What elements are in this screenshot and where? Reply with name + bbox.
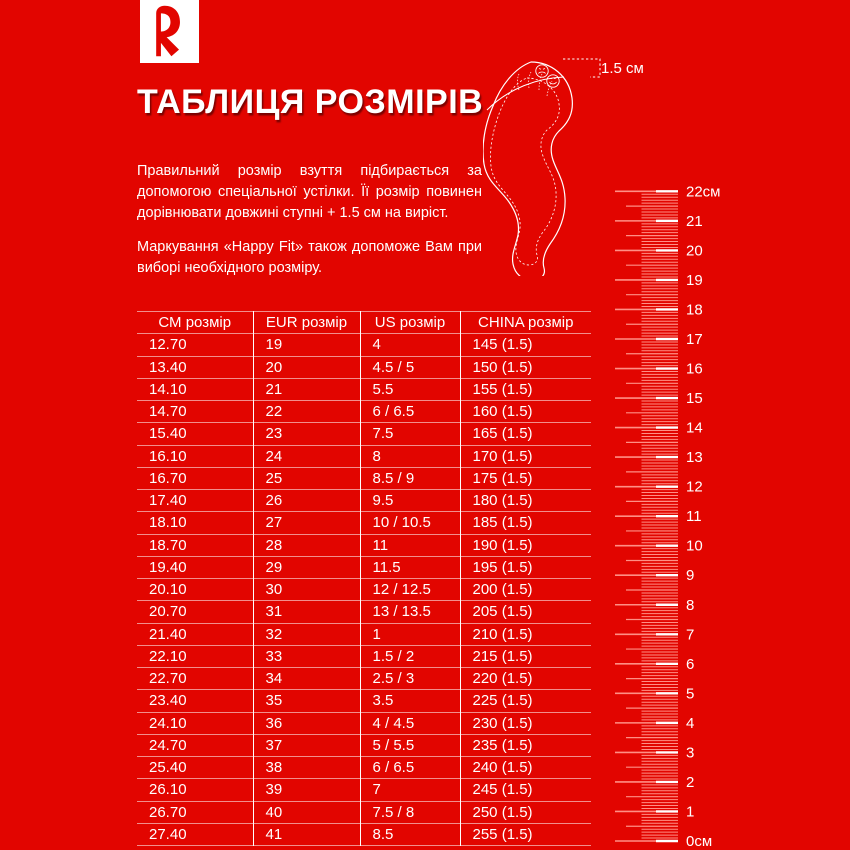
svg-text:6: 6 bbox=[686, 656, 694, 673]
svg-text:3: 3 bbox=[686, 744, 694, 761]
svg-text:7: 7 bbox=[686, 626, 694, 643]
svg-text:15: 15 bbox=[686, 390, 703, 407]
svg-text:13: 13 bbox=[686, 449, 703, 466]
svg-text:0см: 0см bbox=[686, 833, 712, 850]
svg-text:1: 1 bbox=[686, 803, 694, 820]
svg-text:20: 20 bbox=[686, 242, 703, 259]
svg-text:9: 9 bbox=[686, 567, 694, 584]
svg-text:22см: 22см bbox=[686, 183, 721, 200]
svg-text:11: 11 bbox=[686, 508, 702, 525]
svg-text:5: 5 bbox=[686, 685, 694, 702]
svg-text:12: 12 bbox=[686, 479, 703, 496]
svg-text:16: 16 bbox=[686, 361, 703, 378]
svg-text:21: 21 bbox=[686, 213, 703, 230]
svg-text:10: 10 bbox=[686, 538, 703, 555]
svg-text:17: 17 bbox=[686, 331, 703, 348]
svg-text:19: 19 bbox=[686, 272, 703, 289]
svg-text:4: 4 bbox=[686, 715, 694, 732]
svg-text:8: 8 bbox=[686, 597, 694, 614]
svg-text:18: 18 bbox=[686, 301, 703, 318]
svg-text:2: 2 bbox=[686, 774, 694, 791]
svg-text:14: 14 bbox=[686, 420, 703, 437]
